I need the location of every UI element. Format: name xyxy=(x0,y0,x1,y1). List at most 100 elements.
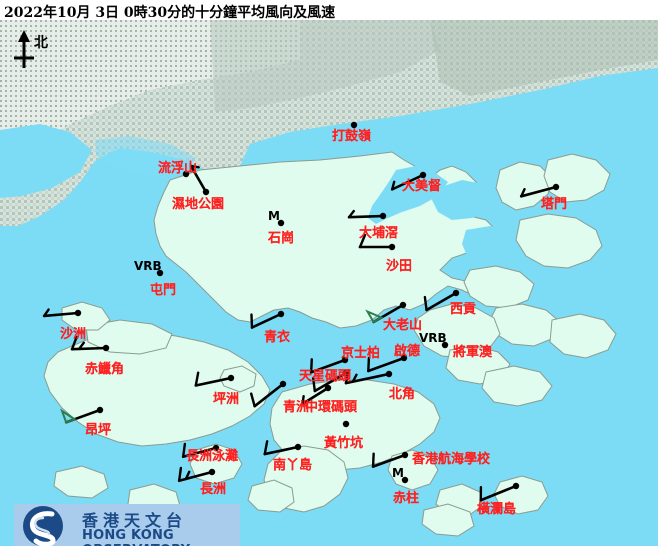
barb-pennant-50kt xyxy=(365,309,384,324)
station-label-20: 青洲 xyxy=(283,400,310,415)
barb-shaft xyxy=(253,382,285,408)
station-label-9: 西貢 xyxy=(450,302,477,317)
wind-barb-29 xyxy=(479,482,520,502)
station-dot xyxy=(441,341,449,349)
wind-barb-15 xyxy=(366,354,408,373)
barb-5kt xyxy=(301,394,305,406)
station-label-4: 大美督 xyxy=(402,179,442,194)
wind-barb-24 xyxy=(181,442,220,459)
barb-5kt xyxy=(42,308,50,318)
station-label-15: 啟德 xyxy=(394,344,421,359)
barb-10kt xyxy=(344,369,350,385)
wind-barb-25 xyxy=(263,440,302,456)
station-label-1: 濕地公園 xyxy=(172,197,225,212)
station-label-14: 京士柏 xyxy=(341,346,381,361)
barb-5kt xyxy=(390,180,396,191)
wind-barb-2 xyxy=(350,121,358,129)
station-label-17: 天星碼頭 xyxy=(299,369,352,384)
wind-barb-22 xyxy=(60,406,104,424)
wind-barb-6 xyxy=(347,209,387,220)
station-label-19: 坪洲 xyxy=(213,392,240,407)
page-title: 2022年10月 3日 0時30分的十分鐘平均風向及風速 xyxy=(4,5,336,21)
title-bar: 2022年10月 3日 0時30分的十分鐘平均風向及風速 xyxy=(0,0,658,21)
wind-barb-layer xyxy=(42,121,560,502)
station-label-25: 南丫島 xyxy=(273,458,313,473)
station-label-13: 赤鱲角 xyxy=(85,362,125,377)
barb-10kt xyxy=(249,392,256,408)
barb-10kt xyxy=(250,313,254,329)
variable-wind-tag: VRB xyxy=(419,331,447,345)
wind-barb-16 xyxy=(441,341,449,349)
map-canvas[interactable]: 北 流浮山 濕地公園 打鼓嶺 石崗 M 大美督 塔門 大埔滘 沙田 屯門 VRB 西貢 沙洲 大老山 青衣赤… xyxy=(0,20,658,546)
barb-5kt xyxy=(77,341,86,351)
barb-shaft xyxy=(425,291,458,312)
north-label: 北 xyxy=(34,35,48,51)
wind-barb-27 xyxy=(177,466,216,483)
barb-5kt xyxy=(184,470,191,481)
wind-barb-23 xyxy=(342,420,350,428)
station-label-16: 將軍澳 xyxy=(453,345,493,360)
barb-10kt xyxy=(311,376,317,393)
station-dot xyxy=(342,420,350,428)
hko-logo-english: HONG KONG OBSERVATORY xyxy=(82,528,190,546)
wind-barb-12 xyxy=(250,310,285,329)
barb-shaft xyxy=(519,185,558,198)
barb-shaft xyxy=(42,311,80,318)
station-label-29: 橫瀾島 xyxy=(477,502,517,517)
barb-shaft xyxy=(70,346,108,351)
barb-shaft xyxy=(250,312,283,329)
wind-barb-9 xyxy=(423,289,460,312)
wind-barb-19 xyxy=(194,371,235,387)
station-dot xyxy=(350,121,358,129)
wind-barb-5 xyxy=(519,183,560,198)
barb-5kt xyxy=(189,164,200,169)
barb-10kt xyxy=(194,371,200,387)
station-label-28: 赤柱 xyxy=(393,491,420,506)
station-label-24: 長洲泳灘 xyxy=(186,449,239,464)
station-label-21: 中環碼頭 xyxy=(305,400,358,415)
wind-barb-4 xyxy=(390,171,427,191)
barb-shaft xyxy=(301,386,330,406)
barb-10kt xyxy=(367,356,371,373)
station-label-27: 長洲 xyxy=(200,482,227,497)
barb-shaft xyxy=(366,356,406,373)
barb-10kt xyxy=(70,335,78,351)
barb-10kt xyxy=(309,358,313,374)
wind-barb-7 xyxy=(358,233,396,251)
wind-barb-14 xyxy=(309,356,349,374)
hko-logo: 香港天文台 HONG KONG OBSERVATORY xyxy=(14,504,240,546)
barb-shaft xyxy=(371,453,407,468)
station-dot xyxy=(277,219,285,227)
station-label-3: 石崗 xyxy=(268,231,295,246)
barb-shaft xyxy=(309,358,347,374)
station-dot xyxy=(156,269,164,277)
barb-5kt xyxy=(347,209,356,219)
station-label-2: 打鼓嶺 xyxy=(332,129,372,144)
wind-barb-11 xyxy=(365,301,407,324)
station-dot xyxy=(182,170,190,178)
wind-barb-10 xyxy=(42,308,82,318)
hko-logo-chinese: 香港天文台 xyxy=(82,511,188,530)
station-label-0: 流浮山 xyxy=(158,161,198,176)
barb-shaft xyxy=(194,376,233,387)
calm-wind-tag: M xyxy=(392,466,404,480)
wind-barb-8 xyxy=(156,269,164,277)
barb-5kt xyxy=(520,188,526,198)
barb-10kt xyxy=(423,295,428,312)
station-label-7: 沙田 xyxy=(386,259,413,274)
wind-barb-21 xyxy=(301,384,332,406)
north-arrow-icon xyxy=(14,30,34,68)
variable-wind-tag: VRB xyxy=(134,259,162,273)
station-label-12: 青衣 xyxy=(264,330,291,345)
station-label-26: 香港航海學校 xyxy=(412,452,491,467)
barb-shaft xyxy=(390,173,425,191)
barb-shaft xyxy=(479,484,518,502)
hko-logo-icon xyxy=(23,506,63,546)
wind-barb-26 xyxy=(371,451,409,468)
barb-10kt xyxy=(358,233,367,249)
wind-barb-28 xyxy=(401,476,409,484)
station-label-18: 北角 xyxy=(389,387,416,402)
wind-barb-13 xyxy=(70,335,110,352)
barb-shaft xyxy=(189,164,208,194)
